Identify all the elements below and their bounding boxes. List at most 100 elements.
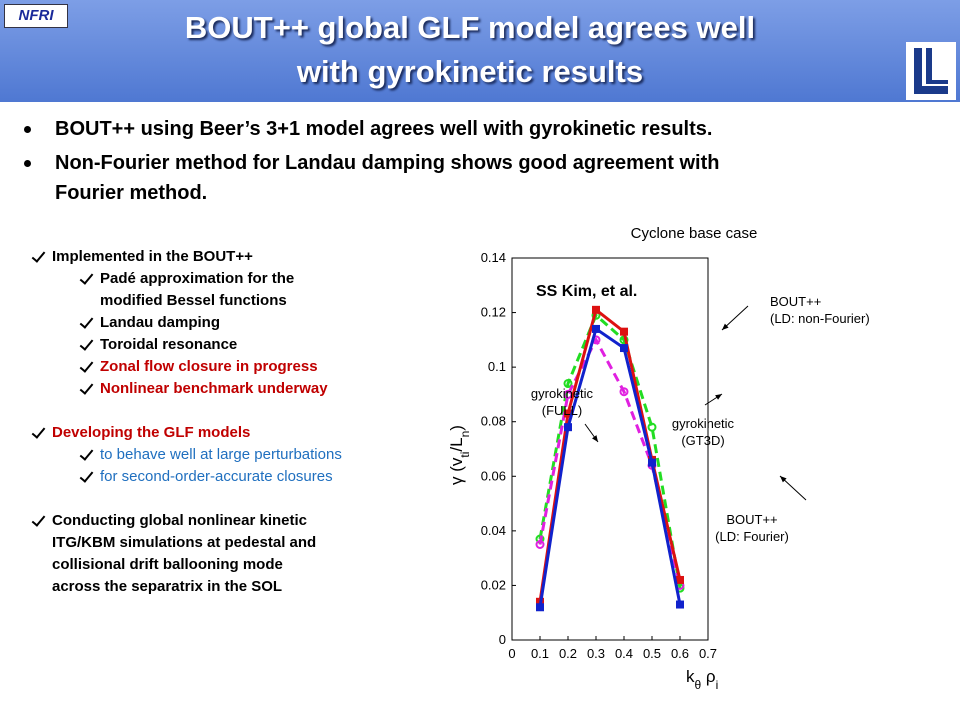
annotation: gyrokinetic (FULL) xyxy=(531,386,594,418)
check-subitem: Toroidal resonance xyxy=(100,334,452,356)
x-tick-label: 0.7 xyxy=(699,646,717,661)
checklist: Implemented in the BOUT++ Padé approximat… xyxy=(52,246,452,620)
check-subitem: Zonal flow closure in progress xyxy=(100,356,452,378)
text-line: ITG/KBM simulations at pedestal and xyxy=(52,534,317,551)
arrow-head xyxy=(715,394,722,400)
x-tick-label: 0 xyxy=(508,646,515,661)
annotation-line: (FULL) xyxy=(542,403,582,418)
text-line: Nonlinear benchmark underway xyxy=(100,380,328,397)
marker xyxy=(676,600,684,609)
annotation: BOUT++ (LD: Fourier) xyxy=(715,512,789,544)
marker xyxy=(592,324,600,333)
x-label-part: i xyxy=(716,678,719,692)
x-label-part: k xyxy=(686,667,695,686)
bullet: Non-Fourier method for Landau damping sh… xyxy=(24,148,955,208)
text-line: with gyrokinetic results xyxy=(296,54,644,89)
check-subitem: for second-order-accurate closures xyxy=(100,466,452,488)
x-tick-label: 0.1 xyxy=(531,646,549,661)
logo-shape xyxy=(914,48,948,94)
marker xyxy=(620,327,628,336)
text-line: modified Bessel functions xyxy=(100,292,287,309)
check-subitem: Nonlinear benchmark underway xyxy=(100,378,452,400)
check-group: Conducting global nonlinear kinetic ITG/K… xyxy=(52,510,452,598)
text-line: across the separatrix in the SOL xyxy=(52,578,283,595)
y-label-part: ti xyxy=(458,452,472,458)
y-tick-label: 0.14 xyxy=(481,250,506,265)
check-item: Conducting global nonlinear kinetic ITG/K… xyxy=(52,510,452,598)
annotation: gyrokinetic (GT3D) xyxy=(672,416,735,448)
logo-shape xyxy=(926,48,948,84)
text-line: BOUT++ global GLF model agrees well xyxy=(184,10,756,45)
annotation: BOUT++ (LD: non-Fourier) xyxy=(770,294,870,326)
series-line xyxy=(538,312,682,589)
annotation-line: gyrokinetic xyxy=(672,416,735,431)
series-line xyxy=(538,326,682,608)
marker xyxy=(619,387,629,397)
text-line: Developing the GLF models xyxy=(52,424,251,441)
annotation-line: (LD: non-Fourier) xyxy=(770,311,870,326)
text-line: Non-Fourier method for Landau damping sh… xyxy=(55,152,720,174)
annotation-line: BOUT++ xyxy=(726,512,777,527)
text-line: Padé approximation for the xyxy=(100,270,295,287)
x-tick-label: 0.6 xyxy=(671,646,689,661)
marker xyxy=(563,379,573,389)
text-line: to behave well at large perturbations xyxy=(100,446,342,463)
marker xyxy=(563,389,573,399)
series-line xyxy=(538,307,682,603)
y-label-part: /L xyxy=(447,437,466,451)
arrow-head xyxy=(722,323,729,330)
bullet-list: BOUT++ using Beer’s 3+1 model agrees wel… xyxy=(24,114,955,212)
llnl-logo xyxy=(906,42,956,100)
text-line: BOUT++ using Beer’s 3+1 model agrees wel… xyxy=(55,118,713,140)
arrow-head xyxy=(592,435,598,442)
x-label-part: θ xyxy=(695,678,702,692)
marker xyxy=(535,540,545,549)
annotation-line: gyrokinetic xyxy=(531,386,594,401)
y-label-part: ) xyxy=(447,425,466,431)
check-group: Implemented in the BOUT++ Padé approximat… xyxy=(52,246,452,400)
text-line: Zonal flow closure in progress xyxy=(100,358,318,375)
annotation-line: (LD: Fourier) xyxy=(715,529,789,544)
y-tick-label: 0.1 xyxy=(488,359,506,374)
check-group: Developing the GLF models to behave well … xyxy=(52,422,452,488)
text-line: Landau damping xyxy=(100,314,220,331)
y-tick-label: 0.02 xyxy=(481,577,506,592)
y-label-part: n xyxy=(458,431,472,438)
arrow-head xyxy=(780,476,787,483)
marker xyxy=(564,423,572,432)
x-label-part: ρ xyxy=(701,667,715,686)
chart-note: SS Kim, et al. xyxy=(536,283,637,300)
y-tick-label: 0 xyxy=(499,632,506,647)
y-tick-label: 0.04 xyxy=(481,523,506,538)
plot-frame xyxy=(511,257,709,641)
check-subitem: to behave well at large perturbations xyxy=(100,444,452,466)
y-tick-label: 0.12 xyxy=(481,305,506,320)
check-item: Developing the GLF models xyxy=(52,422,452,444)
x-axis-label: kθ ρi xyxy=(686,667,718,692)
y-axis-label: γ (vti/Ln) xyxy=(447,425,472,485)
x-tick-label: 0.4 xyxy=(615,646,633,661)
annotation-line: BOUT++ xyxy=(770,294,821,309)
text-line: Implemented in the BOUT++ xyxy=(52,248,253,265)
header-band: NFRI BOUT++ global GLF model agrees well… xyxy=(0,0,960,102)
marker xyxy=(536,603,544,612)
check-subitem: Landau damping xyxy=(100,312,452,334)
marker xyxy=(647,422,657,432)
x-tick-label: 0.5 xyxy=(643,646,661,661)
logo: NFRI xyxy=(4,4,68,28)
marker xyxy=(620,344,628,353)
y-label-part: γ (v xyxy=(447,457,466,485)
text-line: Fourier method. xyxy=(55,182,208,204)
x-tick-label: 0.3 xyxy=(587,646,605,661)
chart-title: Cyclone base case xyxy=(631,225,758,242)
title: BOUT++ global GLF model agrees well with … xyxy=(80,6,860,94)
text-line: Toroidal resonance xyxy=(100,336,238,353)
x-tick-label: 0.2 xyxy=(559,646,577,661)
y-tick-label: 0.08 xyxy=(481,414,506,429)
marker xyxy=(648,458,656,467)
check-subitem: Padé approximation for the modified Besse… xyxy=(100,268,452,312)
annotation-line: (GT3D) xyxy=(681,433,724,448)
text-line: collisional drift ballooning mode xyxy=(52,556,283,573)
